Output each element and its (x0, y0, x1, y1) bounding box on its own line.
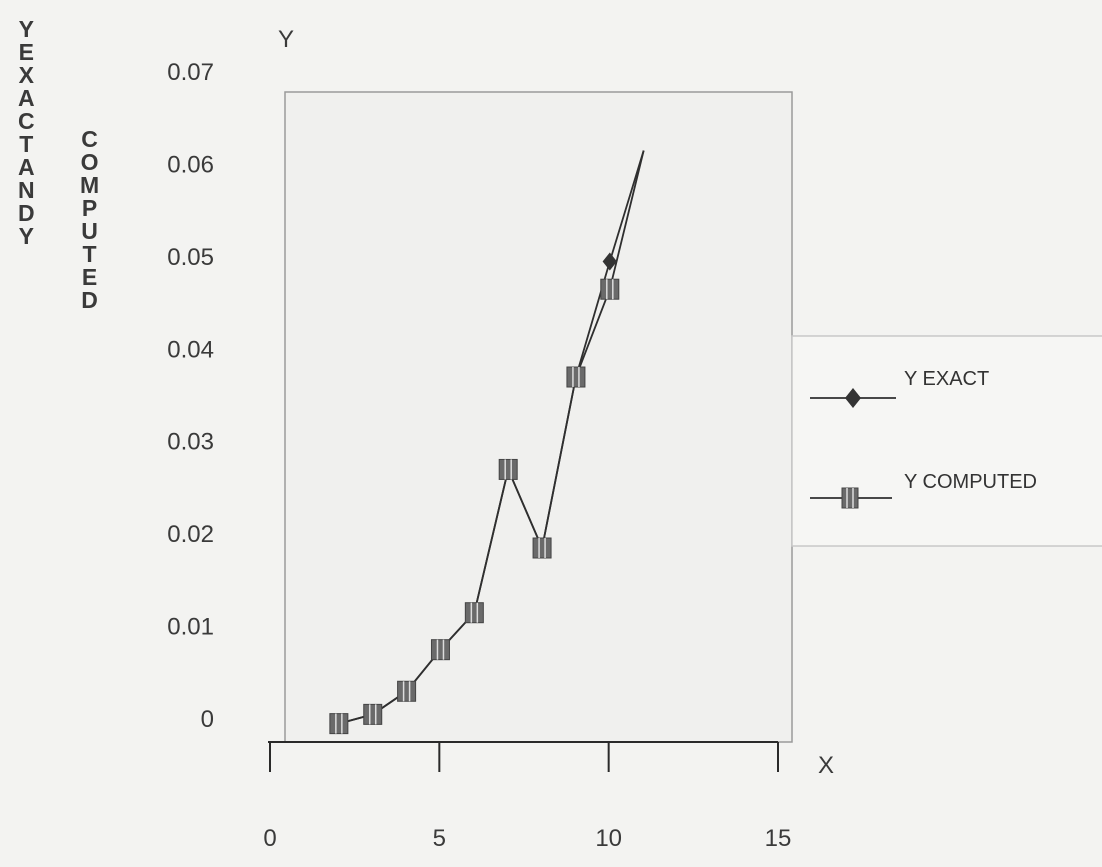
marker-square (430, 639, 450, 661)
legend-square (841, 487, 859, 509)
plot-frame (284, 91, 793, 743)
y-label-computed-letter: E (81, 264, 98, 290)
y-tick-label: 0.04 (167, 336, 214, 363)
x-tick-label: 0 (263, 825, 276, 852)
x-axis-title: X (818, 752, 834, 779)
y-axis-title: Y (278, 26, 294, 53)
marker-square (566, 366, 586, 388)
marker-computed (430, 639, 450, 661)
marker-computed (600, 278, 620, 300)
y-label-exact-letter: A (18, 85, 35, 111)
y-tick-label: 0.06 (167, 151, 214, 178)
y-label-computed-letter: P (81, 195, 98, 221)
y-label-exact-letter: C (18, 108, 35, 134)
legend-label-exact: Y EXACT (904, 368, 989, 390)
y-tick-label: 0 (201, 706, 214, 733)
legend-marker-exact (845, 388, 861, 408)
marker-square (532, 537, 552, 559)
series-layer (329, 150, 645, 735)
y-label-exact-letter: Y (18, 223, 34, 249)
y-label-exact-letter: D (18, 200, 35, 226)
marker-square (464, 602, 484, 624)
marker-computed (566, 366, 586, 388)
marker-computed (329, 713, 349, 735)
y-label-exact-letter: A (18, 154, 35, 180)
marker-computed (532, 537, 552, 559)
y-label-computed-letter: U (81, 218, 98, 244)
x-tick-label: 5 (433, 825, 446, 852)
legend-marker-computed (841, 487, 859, 509)
y-label-computed-letter: C (81, 126, 98, 152)
marker-exact (602, 252, 617, 271)
series-line-computed (338, 150, 645, 725)
y-tick-label: 0.07 (167, 59, 214, 86)
y-label-computed-letter: M (80, 172, 100, 198)
y-tick-label: 0.02 (167, 521, 214, 548)
x-tick-label: 15 (765, 825, 792, 852)
marker-computed (464, 602, 484, 624)
y-label-computed-letter: O (80, 149, 99, 175)
legend: Y EXACT Y COMPUTED (791, 335, 1102, 547)
y-label-exact-letter: T (19, 131, 34, 157)
marker-computed (397, 680, 417, 702)
y-tick-label: 0.01 (167, 614, 214, 641)
y-label-exact-letter: Y (18, 16, 34, 42)
y-label-exact-letter: E (18, 39, 34, 65)
marker-square (600, 278, 620, 300)
marker-computed (498, 458, 518, 480)
y-label-computed-letter: D (81, 287, 98, 313)
y-axis: 0 0.01 0.02 0.03 0.04 0.05 0.06 0.07 (167, 59, 214, 733)
marker-square (498, 458, 518, 480)
marker-square (363, 703, 383, 725)
y-label-computed-letter: T (82, 241, 97, 267)
y-label-exact-letter: X (18, 62, 34, 88)
y-tick-label: 0.03 (167, 429, 214, 456)
legend-label-computed: Y COMPUTED (904, 471, 1037, 493)
y-tick-label: 0.05 (167, 244, 214, 271)
marker-square (329, 713, 349, 735)
x-axis: 0 5 10 15 (263, 741, 792, 852)
x-tick-label: 10 (595, 825, 622, 852)
y-label-exact-letter: N (18, 177, 35, 203)
marker-computed (363, 703, 383, 725)
legend-box (791, 335, 1102, 547)
marker-square (397, 680, 417, 702)
plot-area (284, 91, 793, 743)
